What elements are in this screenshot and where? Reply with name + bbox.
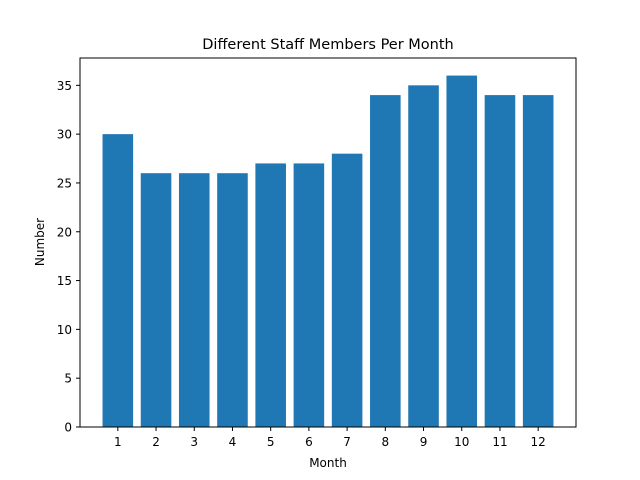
y-tick-label: 20 bbox=[57, 225, 72, 239]
x-tick-label: 11 bbox=[492, 435, 507, 449]
bar-month-7 bbox=[331, 153, 363, 427]
bar-month-4 bbox=[217, 173, 248, 427]
y-axis-ticks: 0 5 10 15 20 25 30 35 bbox=[57, 79, 80, 435]
x-tick-label: 6 bbox=[305, 435, 313, 449]
x-tick-label: 7 bbox=[343, 435, 351, 449]
bar-month-10 bbox=[446, 75, 478, 428]
y-tick-label: 0 bbox=[64, 421, 72, 435]
chart-title: Different Staff Members Per Month bbox=[202, 37, 454, 53]
x-tick-label: 9 bbox=[420, 435, 428, 449]
y-tick-label: 10 bbox=[57, 323, 72, 337]
plot-frame bbox=[79, 57, 577, 428]
bars-group bbox=[102, 75, 554, 428]
y-tick-label: 5 bbox=[64, 372, 72, 386]
bar-month-11 bbox=[484, 95, 516, 427]
x-tick-label: 4 bbox=[229, 435, 237, 449]
y-axis-label: Number bbox=[33, 218, 47, 266]
x-tick-label: 1 bbox=[114, 435, 122, 449]
bar-month-2 bbox=[140, 173, 172, 427]
x-tick-label: 2 bbox=[152, 435, 160, 449]
x-tick-label: 10 bbox=[454, 435, 469, 449]
bar-month-3 bbox=[178, 173, 210, 427]
x-axis-ticks: 1 2 3 4 5 6 7 8 9 10 11 12 bbox=[114, 427, 546, 449]
y-tick-label: 15 bbox=[57, 274, 72, 288]
x-tick-label: 3 bbox=[190, 435, 198, 449]
y-tick-label: 35 bbox=[57, 79, 72, 93]
bar-month-5 bbox=[255, 163, 286, 427]
bar-month-12 bbox=[522, 95, 554, 427]
x-axis-label: Month bbox=[309, 456, 347, 470]
bar-month-6 bbox=[293, 163, 325, 427]
bar-month-8 bbox=[370, 95, 401, 427]
x-tick-label: 12 bbox=[531, 435, 546, 449]
x-tick-label: 5 bbox=[267, 435, 275, 449]
bar-month-1 bbox=[102, 134, 134, 427]
y-tick-label: 30 bbox=[57, 128, 72, 142]
bar-month-9 bbox=[408, 85, 439, 427]
y-tick-label: 25 bbox=[57, 176, 72, 190]
x-tick-label: 8 bbox=[381, 435, 389, 449]
